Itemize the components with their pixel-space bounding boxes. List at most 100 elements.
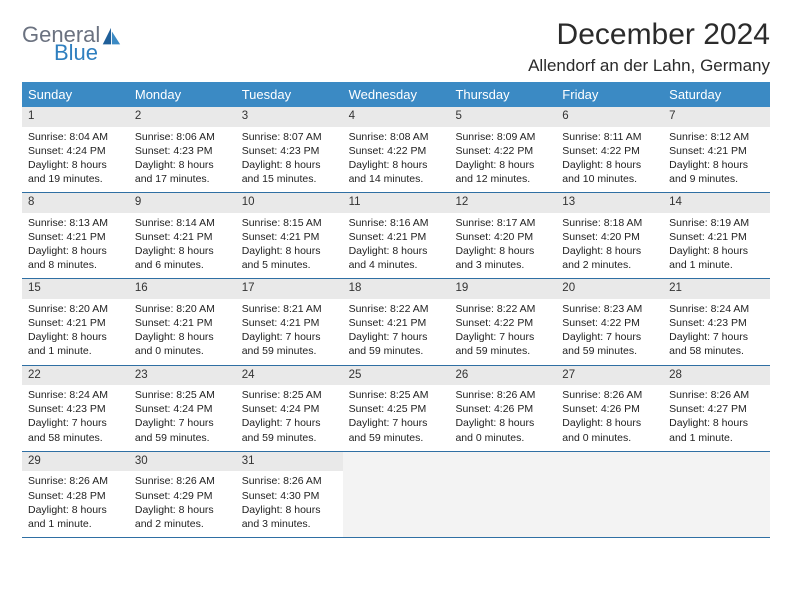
weekday-header: Sunday [22,82,129,107]
day-body: Sunrise: 8:26 AMSunset: 4:30 PMDaylight:… [236,471,343,537]
day-cell: 4Sunrise: 8:08 AMSunset: 4:22 PMDaylight… [343,107,450,192]
sunrise-text: Sunrise: 8:06 AM [135,130,230,144]
day-number: 22 [22,366,129,386]
day-cell: 23Sunrise: 8:25 AMSunset: 4:24 PMDayligh… [129,366,236,451]
sunrise-text: Sunrise: 8:20 AM [28,302,123,316]
week-row: 8Sunrise: 8:13 AMSunset: 4:21 PMDaylight… [22,193,770,279]
sunset-text: Sunset: 4:24 PM [135,402,230,416]
daylight-text: Daylight: 8 hours and 0 minutes. [455,416,550,444]
day-number: 27 [556,366,663,386]
sunrise-text: Sunrise: 8:08 AM [349,130,444,144]
day-number: 12 [449,193,556,213]
empty-day [663,452,770,537]
sunrise-text: Sunrise: 8:23 AM [562,302,657,316]
daylight-text: Daylight: 8 hours and 10 minutes. [562,158,657,186]
sunrise-text: Sunrise: 8:16 AM [349,216,444,230]
sunset-text: Sunset: 4:23 PM [28,402,123,416]
day-cell: 9Sunrise: 8:14 AMSunset: 4:21 PMDaylight… [129,193,236,278]
day-cell: 28Sunrise: 8:26 AMSunset: 4:27 PMDayligh… [663,366,770,451]
weekday-header-row: SundayMondayTuesdayWednesdayThursdayFrid… [22,82,770,107]
day-body: Sunrise: 8:11 AMSunset: 4:22 PMDaylight:… [556,127,663,193]
sunset-text: Sunset: 4:21 PM [349,316,444,330]
daylight-text: Daylight: 7 hours and 59 minutes. [135,416,230,444]
day-cell: 20Sunrise: 8:23 AMSunset: 4:22 PMDayligh… [556,279,663,364]
sunset-text: Sunset: 4:28 PM [28,489,123,503]
sunset-text: Sunset: 4:21 PM [28,316,123,330]
sunset-text: Sunset: 4:24 PM [242,402,337,416]
day-cell: 1Sunrise: 8:04 AMSunset: 4:24 PMDaylight… [22,107,129,192]
day-body: Sunrise: 8:26 AMSunset: 4:27 PMDaylight:… [663,385,770,451]
sunrise-text: Sunrise: 8:17 AM [455,216,550,230]
week-row: 1Sunrise: 8:04 AMSunset: 4:24 PMDaylight… [22,107,770,193]
sunset-text: Sunset: 4:21 PM [242,230,337,244]
day-cell: 2Sunrise: 8:06 AMSunset: 4:23 PMDaylight… [129,107,236,192]
empty-day-num [449,452,556,472]
day-number: 10 [236,193,343,213]
day-body: Sunrise: 8:20 AMSunset: 4:21 PMDaylight:… [22,299,129,365]
daylight-text: Daylight: 7 hours and 58 minutes. [669,330,764,358]
empty-day-num [556,452,663,472]
sunrise-text: Sunrise: 8:04 AM [28,130,123,144]
sunrise-text: Sunrise: 8:15 AM [242,216,337,230]
title-block: December 2024 Allendorf an der Lahn, Ger… [528,18,770,76]
empty-day-num [663,452,770,472]
day-number: 17 [236,279,343,299]
day-number: 29 [22,452,129,472]
day-body: Sunrise: 8:25 AMSunset: 4:25 PMDaylight:… [343,385,450,451]
empty-day [343,452,450,537]
empty-day-body [663,471,770,529]
day-body: Sunrise: 8:26 AMSunset: 4:26 PMDaylight:… [556,385,663,451]
day-number: 15 [22,279,129,299]
day-cell: 19Sunrise: 8:22 AMSunset: 4:22 PMDayligh… [449,279,556,364]
day-cell: 16Sunrise: 8:20 AMSunset: 4:21 PMDayligh… [129,279,236,364]
day-number: 20 [556,279,663,299]
day-number: 26 [449,366,556,386]
sunset-text: Sunset: 4:23 PM [669,316,764,330]
sunrise-text: Sunrise: 8:20 AM [135,302,230,316]
day-cell: 6Sunrise: 8:11 AMSunset: 4:22 PMDaylight… [556,107,663,192]
day-body: Sunrise: 8:16 AMSunset: 4:21 PMDaylight:… [343,213,450,279]
day-body: Sunrise: 8:13 AMSunset: 4:21 PMDaylight:… [22,213,129,279]
day-body: Sunrise: 8:18 AMSunset: 4:20 PMDaylight:… [556,213,663,279]
day-body: Sunrise: 8:25 AMSunset: 4:24 PMDaylight:… [129,385,236,451]
daylight-text: Daylight: 8 hours and 19 minutes. [28,158,123,186]
day-cell: 3Sunrise: 8:07 AMSunset: 4:23 PMDaylight… [236,107,343,192]
day-cell: 5Sunrise: 8:09 AMSunset: 4:22 PMDaylight… [449,107,556,192]
weekday-header: Friday [556,82,663,107]
weekday-header: Saturday [663,82,770,107]
sunset-text: Sunset: 4:21 PM [349,230,444,244]
calendar-page: General Blue December 2024 Allendorf an … [0,0,792,548]
day-number: 24 [236,366,343,386]
daylight-text: Daylight: 8 hours and 5 minutes. [242,244,337,272]
empty-day-num [343,452,450,472]
sail-icon [100,26,122,48]
day-number: 5 [449,107,556,127]
daylight-text: Daylight: 8 hours and 3 minutes. [455,244,550,272]
sunrise-text: Sunrise: 8:25 AM [135,388,230,402]
weekday-header: Tuesday [236,82,343,107]
day-number: 31 [236,452,343,472]
day-number: 7 [663,107,770,127]
day-cell: 30Sunrise: 8:26 AMSunset: 4:29 PMDayligh… [129,452,236,537]
empty-day [556,452,663,537]
daylight-text: Daylight: 8 hours and 17 minutes. [135,158,230,186]
sunset-text: Sunset: 4:22 PM [562,144,657,158]
sunset-text: Sunset: 4:21 PM [135,316,230,330]
sunset-text: Sunset: 4:23 PM [135,144,230,158]
daylight-text: Daylight: 8 hours and 2 minutes. [562,244,657,272]
sunset-text: Sunset: 4:25 PM [349,402,444,416]
sunset-text: Sunset: 4:22 PM [562,316,657,330]
sunrise-text: Sunrise: 8:21 AM [242,302,337,316]
sunrise-text: Sunrise: 8:18 AM [562,216,657,230]
day-body: Sunrise: 8:14 AMSunset: 4:21 PMDaylight:… [129,213,236,279]
sunrise-text: Sunrise: 8:25 AM [349,388,444,402]
day-number: 11 [343,193,450,213]
day-cell: 24Sunrise: 8:25 AMSunset: 4:24 PMDayligh… [236,366,343,451]
sunrise-text: Sunrise: 8:14 AM [135,216,230,230]
day-number: 8 [22,193,129,213]
sunset-text: Sunset: 4:21 PM [28,230,123,244]
daylight-text: Daylight: 8 hours and 1 minute. [669,416,764,444]
day-body: Sunrise: 8:23 AMSunset: 4:22 PMDaylight:… [556,299,663,365]
daylight-text: Daylight: 7 hours and 59 minutes. [242,416,337,444]
daylight-text: Daylight: 8 hours and 8 minutes. [28,244,123,272]
